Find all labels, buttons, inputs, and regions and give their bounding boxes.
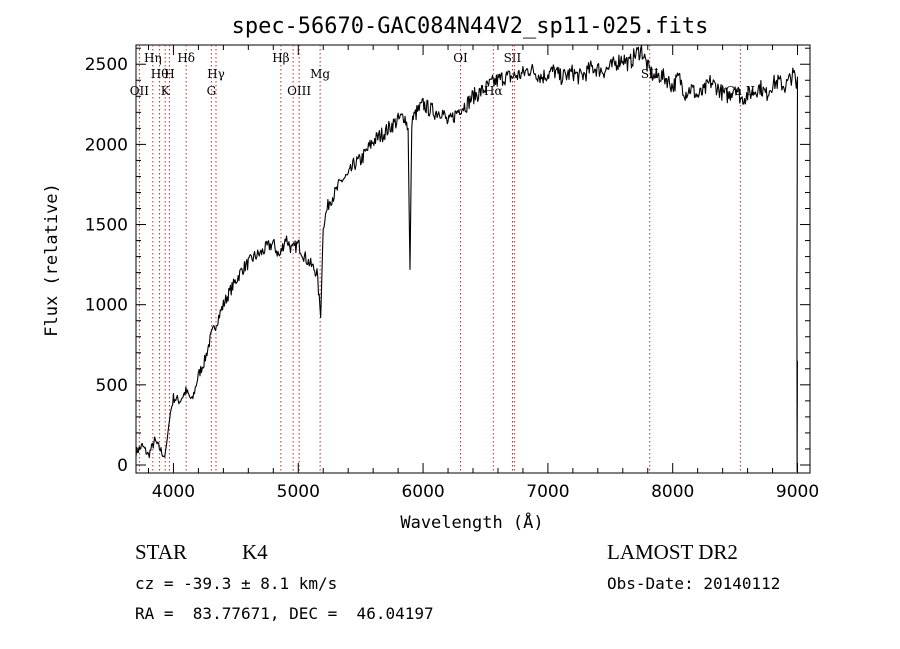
- observation-date: Obs-Date: 20140112: [607, 574, 781, 593]
- x-tick-label-5000: 5000: [277, 482, 320, 502]
- y-axis: 0 500 1000 1500 2000 2500: [85, 47, 810, 476]
- line-marker-label-3: K: [161, 84, 171, 98]
- x-tick-label-7000: 7000: [526, 482, 569, 502]
- chart-title: spec-56670-GAC084N44V2_sp11-025.fits: [232, 14, 709, 39]
- y-tick-label-1000: 1000: [85, 296, 128, 316]
- x-axis-title: Wavelength (Å): [400, 511, 543, 533]
- y-tick-label-0: 0: [117, 456, 128, 476]
- line-marker-label-5: Hδ: [177, 51, 195, 65]
- line-marker-label-1: Hη: [144, 51, 162, 65]
- line-marker-label-2: Hθ: [151, 67, 169, 81]
- velocity-readout: cz = -39.3 ± 8.1 km/s: [135, 574, 338, 593]
- coordinates-readout: RA = 83.77671, DEC = 46.04197: [135, 604, 434, 623]
- y-tick-label-2500: 2500: [85, 55, 128, 75]
- x-tick-label-9000: 9000: [776, 482, 819, 502]
- line-marker-label-8: Hβ: [272, 51, 289, 65]
- plot-frame: [135, 44, 811, 474]
- line-marker-label-11: Mg: [310, 67, 330, 81]
- line-marker-label-12: OI: [453, 51, 468, 65]
- x-tick-label-8000: 8000: [651, 482, 694, 502]
- x-tick-label-6000: 6000: [401, 482, 444, 502]
- y-axis-title: Flux (relative): [42, 183, 62, 337]
- y-tick-label-2000: 2000: [85, 135, 128, 155]
- spectral-subclass: K4: [242, 540, 268, 564]
- line-marker-label-13: Hα: [484, 84, 503, 98]
- line-marker-label-4: H: [164, 67, 174, 81]
- line-marker-label-7: Hγ: [207, 67, 225, 81]
- line-marker-label-10: OIII: [287, 84, 311, 98]
- spectrum-series: [135, 44, 799, 472]
- spectrum-line: [135, 44, 799, 472]
- y-tick-label-500: 500: [96, 376, 128, 396]
- object-class: STAR: [135, 540, 187, 564]
- line-marker-label-14: SII: [504, 51, 522, 65]
- x-tick-label-4000: 4000: [152, 482, 195, 502]
- survey-name: LAMOST DR2: [607, 540, 738, 564]
- plot-border: [135, 44, 811, 474]
- y-tick-label-1500: 1500: [85, 216, 128, 236]
- x-axis: 4000 5000 6000 7000 8000 9000: [147, 45, 819, 502]
- line-marker-label-0: OII: [130, 84, 150, 98]
- line-marker-label-6: G: [207, 84, 217, 98]
